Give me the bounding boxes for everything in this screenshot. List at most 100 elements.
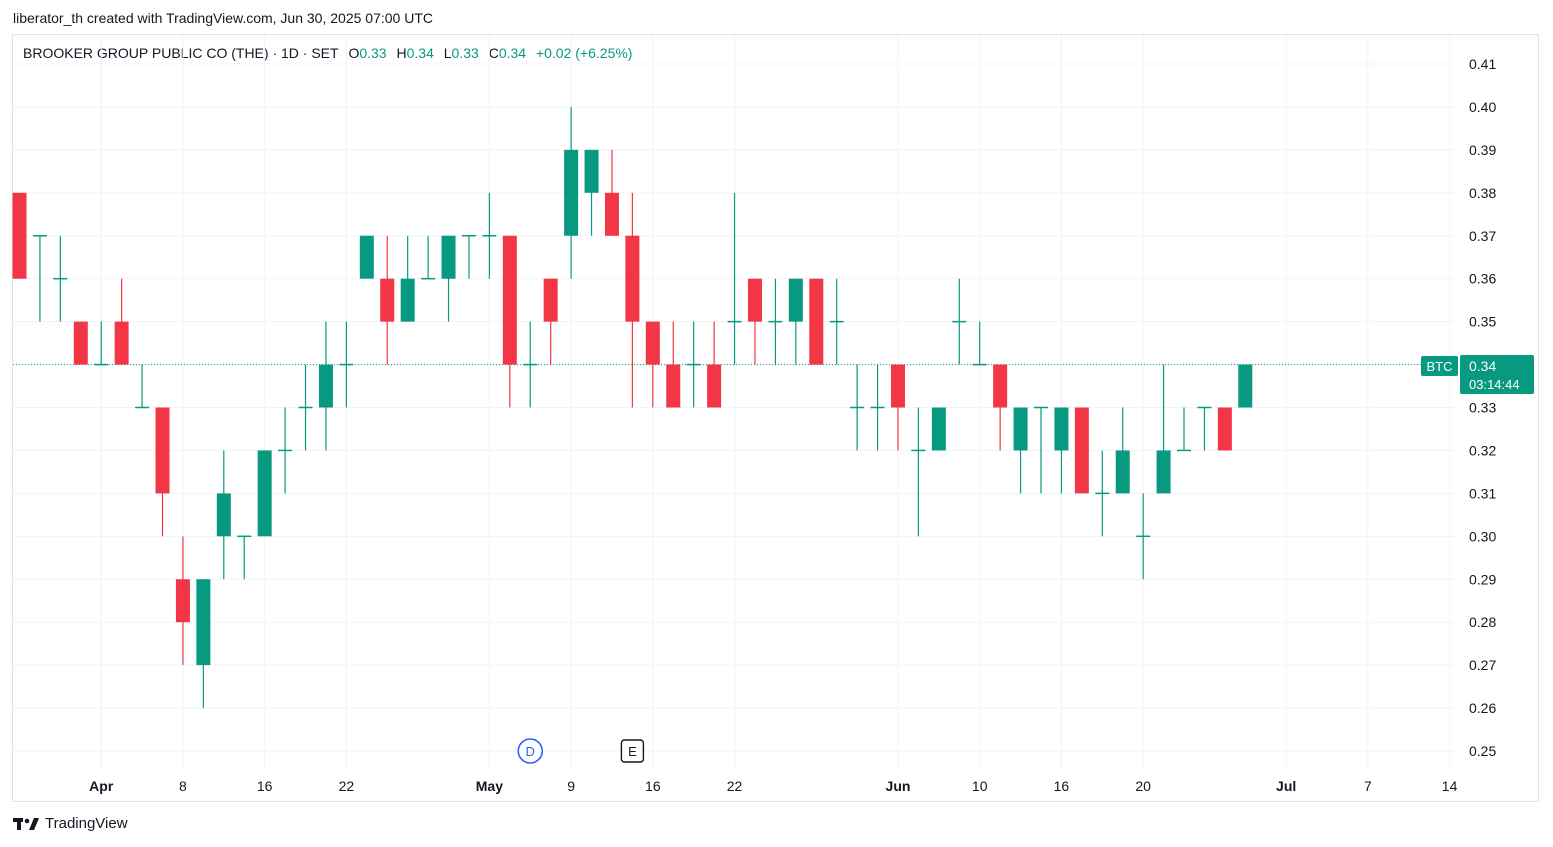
- time-tick-label: Apr: [89, 778, 114, 794]
- candle-body: [1156, 450, 1171, 494]
- event-markers: D E: [517, 738, 645, 764]
- tradingview-logo[interactable]: TradingView: [13, 815, 128, 832]
- price-tick-label: 0.39: [1469, 142, 1496, 158]
- candle-body: [1054, 407, 1069, 451]
- price-tag-symbol: BTC: [1427, 359, 1453, 374]
- candle-body: [972, 363, 987, 366]
- candle-body: [625, 235, 640, 322]
- price-tick-label: 0.29: [1469, 571, 1496, 587]
- legend-open-label: O: [348, 45, 360, 61]
- legend-symbol: BROOKER GROUP PUBLIC CO (THE) · 1D · SET: [23, 45, 339, 61]
- candle-body: [32, 235, 47, 237]
- price-tick-label: 0.37: [1469, 228, 1496, 244]
- legend-high-label: H: [396, 45, 407, 61]
- candle-body: [1136, 535, 1151, 538]
- legend-low: 0.33: [451, 45, 479, 61]
- time-tick-label: 14: [1442, 778, 1458, 794]
- candle-body: [1013, 407, 1028, 451]
- time-tick-label: 22: [727, 778, 743, 794]
- candle-body: [257, 450, 272, 537]
- price-axis[interactable]: 0.41 0.40 0.39 0.38 0.37 0.36 0.35 0.34 0.33 0.32…: [1469, 56, 1496, 759]
- dividend-marker[interactable]: D: [526, 744, 535, 759]
- candle-body: [584, 149, 599, 193]
- candle-body: [911, 449, 926, 452]
- time-tick-label: 20: [1135, 778, 1151, 794]
- price-tick-label: 0.35: [1469, 314, 1496, 330]
- price-tick-label: 0.33: [1469, 400, 1496, 416]
- candle-body: [768, 320, 783, 323]
- price-tick-label: 0.38: [1469, 185, 1496, 201]
- time-axis[interactable]: Apr 8 16 22 May 9 16 22 Jun 10 16 20 Jul 7 14: [89, 778, 1457, 794]
- candle-body: [135, 406, 150, 409]
- candle-body: [482, 235, 497, 237]
- price-tick-label: 0.32: [1469, 442, 1496, 458]
- tradingview-brand: TradingView: [45, 815, 128, 832]
- price-tick-label: 0.40: [1469, 99, 1496, 115]
- time-tick-label: 9: [567, 778, 575, 794]
- price-tick-label: 0.41: [1469, 56, 1496, 72]
- legend-high: 0.34: [406, 45, 434, 61]
- candle-body: [155, 407, 170, 494]
- time-tick-label: Jul: [1276, 778, 1296, 794]
- candle-body: [421, 277, 436, 280]
- candle-body: [686, 363, 701, 366]
- time-tick-label: 16: [257, 778, 273, 794]
- time-tick-label: May: [476, 778, 503, 794]
- candle-body: [666, 364, 681, 408]
- candle-body: [298, 406, 313, 409]
- candle-body: [400, 278, 415, 322]
- legend-open: 0.33: [359, 45, 387, 61]
- time-tick-label: 10: [972, 778, 988, 794]
- candle-body: [1115, 450, 1130, 494]
- candle-body: [809, 278, 824, 365]
- candle-body: [829, 320, 844, 323]
- earnings-marker-box[interactable]: [620, 739, 645, 763]
- candle-body: [788, 278, 803, 322]
- candle-body: [523, 363, 538, 366]
- candle-body: [1177, 449, 1192, 452]
- legend-close: 0.34: [498, 45, 527, 61]
- candle-body: [727, 320, 742, 323]
- price-tick-label: 0.30: [1469, 528, 1496, 544]
- candle-body: [952, 320, 967, 323]
- earnings-marker[interactable]: E: [628, 744, 637, 759]
- candle-body: [747, 278, 762, 322]
- price-tick-label: 0.27: [1469, 657, 1496, 673]
- candle-body: [278, 449, 293, 452]
- candle-body: [870, 406, 885, 409]
- last-price-tag: BTC 0.34 03:14:44: [1421, 355, 1534, 394]
- price-tick-label: 0.25: [1469, 743, 1496, 759]
- candle-body: [1034, 406, 1048, 409]
- price-tick-label: 0.28: [1469, 614, 1496, 630]
- candle-body: [1095, 492, 1110, 495]
- price-tick-label: 0.36: [1469, 271, 1496, 287]
- price-tick-label: 0.26: [1469, 700, 1496, 716]
- time-tick-label: 16: [645, 778, 661, 794]
- candle-body: [850, 406, 865, 409]
- candle-body: [1197, 406, 1212, 409]
- chart-frame[interactable]: [12, 34, 1539, 802]
- legend-low-label: L: [443, 45, 452, 61]
- candle-body: [94, 363, 109, 366]
- symbol-legend: BROOKER GROUP PUBLIC CO (THE) · 1D · SET…: [23, 45, 632, 61]
- candle-body: [707, 364, 722, 408]
- candle-body: [645, 321, 660, 365]
- candle-body: [890, 364, 905, 408]
- candle-body: [216, 493, 231, 537]
- tradingview-logo-icon: [13, 817, 39, 830]
- candle-body: [1217, 407, 1232, 451]
- candle-body: [1238, 364, 1253, 408]
- candle-body: [543, 278, 558, 322]
- candle-body: [114, 321, 129, 365]
- candle-body: [196, 579, 211, 666]
- candle-body: [53, 277, 68, 280]
- candle-body: [993, 364, 1008, 408]
- dividend-marker-circle[interactable]: [517, 738, 544, 764]
- candle-body: [931, 407, 946, 451]
- time-tick-label: 7: [1364, 778, 1372, 794]
- candle-body: [380, 278, 395, 322]
- candle-body: [73, 321, 88, 365]
- chart-caption: liberator_th created with TradingView.co…: [13, 10, 433, 26]
- price-tag-countdown: 03:14:44: [1469, 377, 1520, 392]
